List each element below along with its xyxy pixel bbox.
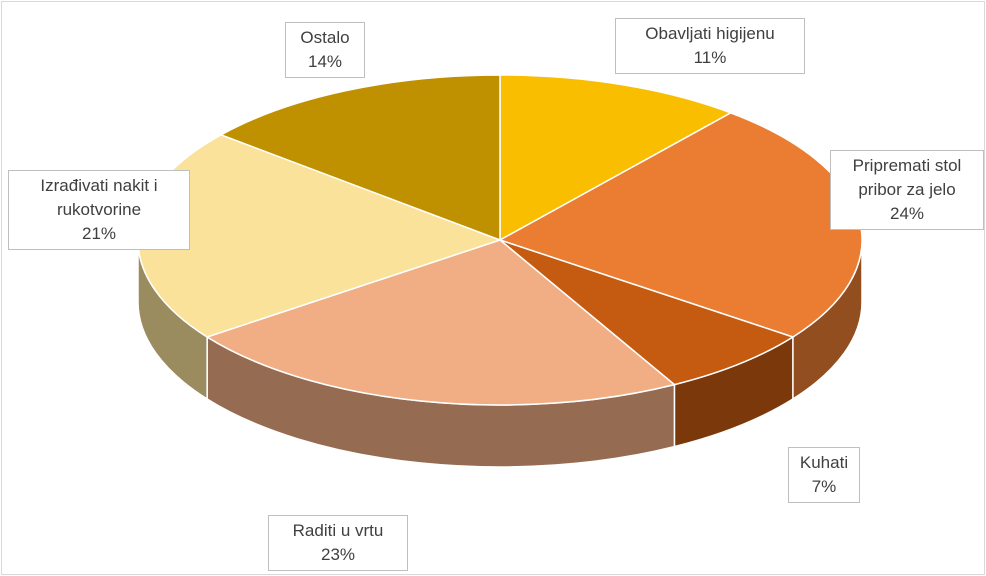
label-value: 11%: [693, 48, 727, 67]
data-label: Pripremati stol pribor za jelo 24%: [830, 150, 984, 230]
label-value: 24%: [889, 204, 925, 223]
data-label: Kuhati 7%: [788, 447, 860, 503]
label-category: Pripremati stol pribor za jelo: [852, 156, 962, 199]
data-label: Obavljati higijenu 11%: [615, 18, 805, 74]
label-category: Ostalo: [300, 28, 350, 47]
data-label: Ostalo 14%: [285, 22, 365, 78]
data-label: Raditi u vrtu 23%: [268, 515, 408, 571]
data-label: Izrađivati nakit i rukotvorine 21%: [8, 170, 190, 250]
label-category: Obavljati higijenu: [645, 24, 775, 43]
label-category: Kuhati: [799, 453, 849, 472]
slice: [205, 239, 677, 406]
label-value: 23%: [320, 545, 356, 564]
label-category: Izrađivati nakit i rukotvorine: [40, 176, 158, 219]
label-value: 14%: [307, 52, 343, 71]
slice: [219, 74, 501, 242]
label-value: 21%: [81, 224, 117, 243]
label-value: 7%: [811, 477, 837, 496]
label-category: Raditi u vrtu: [292, 521, 384, 540]
slice: [499, 74, 733, 242]
slice: [499, 239, 795, 386]
